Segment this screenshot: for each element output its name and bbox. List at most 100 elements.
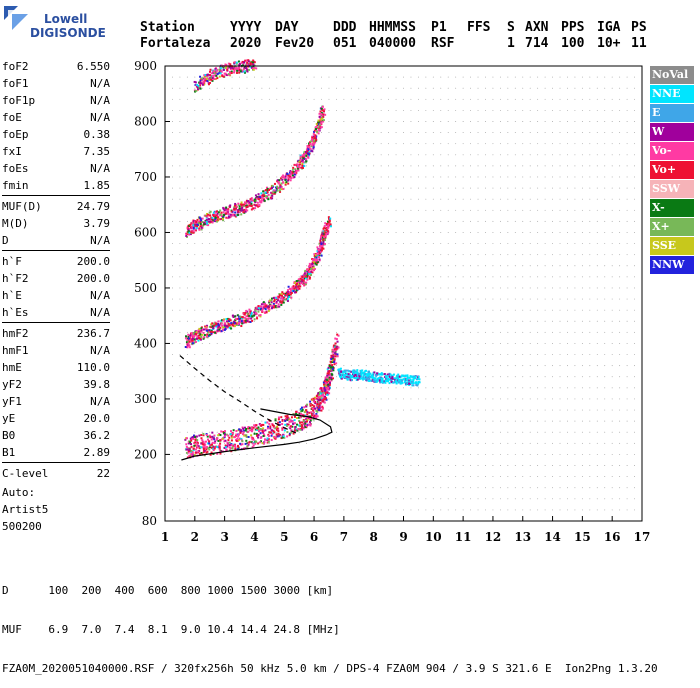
grid-dot <box>455 498 457 500</box>
grid-dot <box>499 431 501 433</box>
grid-dot <box>276 320 278 322</box>
grid-dot <box>626 109 628 111</box>
grid-dot <box>291 320 293 322</box>
trace-point <box>319 247 322 250</box>
grid-dot <box>537 354 539 355</box>
grid-dot <box>194 143 196 145</box>
trace-point <box>246 445 249 448</box>
trace-point <box>226 325 229 328</box>
trace-point <box>272 191 275 194</box>
grid-dot <box>417 209 419 211</box>
trace-point <box>230 434 233 437</box>
grid-dot <box>507 387 509 389</box>
trace-point <box>317 132 320 135</box>
grid-dot <box>462 298 464 300</box>
grid-dot <box>619 409 621 411</box>
grid-dot <box>224 387 226 389</box>
trace-point <box>274 437 277 440</box>
trace-point <box>252 438 255 441</box>
trace-point <box>205 448 208 451</box>
grid-dot <box>343 420 345 422</box>
trace-point <box>295 412 298 415</box>
trace-point <box>277 295 280 298</box>
grid-dot <box>574 165 576 167</box>
trace-point <box>322 234 325 237</box>
trace-point <box>193 454 196 457</box>
grid-dot <box>462 109 464 111</box>
grid-dot <box>231 365 233 367</box>
trace-point <box>206 333 209 336</box>
trace-point <box>309 140 312 143</box>
grid-dot <box>358 287 360 289</box>
grid-dot <box>522 121 524 122</box>
grid-dot <box>172 331 173 333</box>
grid-dot <box>380 342 382 344</box>
trace-point <box>239 430 242 433</box>
grid-dot <box>298 498 300 500</box>
grid-dot <box>447 420 449 422</box>
trace-point <box>307 145 310 148</box>
grid-dot <box>179 121 181 122</box>
grid-dot <box>358 209 360 211</box>
grid-dot <box>552 331 554 333</box>
grid-dot <box>291 165 293 167</box>
grid-dot <box>634 498 635 500</box>
grid-dot <box>313 98 315 100</box>
trace-point <box>305 158 308 161</box>
trace-point <box>330 354 333 357</box>
grid-dot <box>455 342 457 344</box>
trace-point <box>273 304 276 307</box>
trace-point <box>269 187 272 190</box>
grid-dot <box>395 354 397 355</box>
grid-dot <box>268 398 270 400</box>
trace-point <box>310 412 313 415</box>
trace-point <box>310 417 313 420</box>
trace-point <box>210 218 213 221</box>
trace-point <box>275 428 278 431</box>
grid-dot <box>253 420 255 422</box>
trace-point <box>277 418 280 421</box>
trace-point <box>308 262 311 265</box>
trace-point <box>193 220 196 223</box>
trace-point <box>231 432 234 435</box>
trace-point <box>212 326 215 329</box>
grid-dot <box>350 498 352 500</box>
grid-dot <box>499 509 501 511</box>
grid-dot <box>604 109 606 111</box>
grid-dot <box>216 442 218 444</box>
trace-point <box>216 219 219 222</box>
trace-point <box>297 163 300 166</box>
grid-dot <box>529 431 531 433</box>
grid-dot <box>604 132 606 134</box>
grid-dot <box>589 476 591 478</box>
trace-point <box>315 416 318 419</box>
trace-point <box>332 366 335 369</box>
grid-dot <box>343 154 345 156</box>
grid-dot <box>172 232 173 233</box>
trace-point <box>215 214 218 217</box>
grid-dot <box>477 198 479 200</box>
grid-dot <box>395 121 397 122</box>
grid-dot <box>425 320 427 322</box>
trace-point <box>227 208 230 211</box>
grid-dot <box>589 176 591 178</box>
grid-dot <box>499 220 501 222</box>
grid-dot <box>432 442 434 444</box>
grid-dot <box>224 509 226 511</box>
trace-point <box>190 227 193 230</box>
grid-dot <box>186 98 188 100</box>
grid-dot <box>216 232 218 233</box>
trace-point <box>336 353 339 356</box>
grid-dot <box>231 276 233 278</box>
grid-dot <box>634 365 635 367</box>
trace-point <box>277 187 280 190</box>
grid-dot <box>298 465 300 466</box>
grid-dot <box>432 209 434 211</box>
trace-point <box>324 376 327 379</box>
grid-dot <box>552 453 554 455</box>
grid-dot <box>395 309 397 311</box>
trace-point <box>214 217 217 220</box>
grid-dot <box>432 220 434 222</box>
grid-dot <box>581 442 583 444</box>
trace-point <box>245 319 248 322</box>
